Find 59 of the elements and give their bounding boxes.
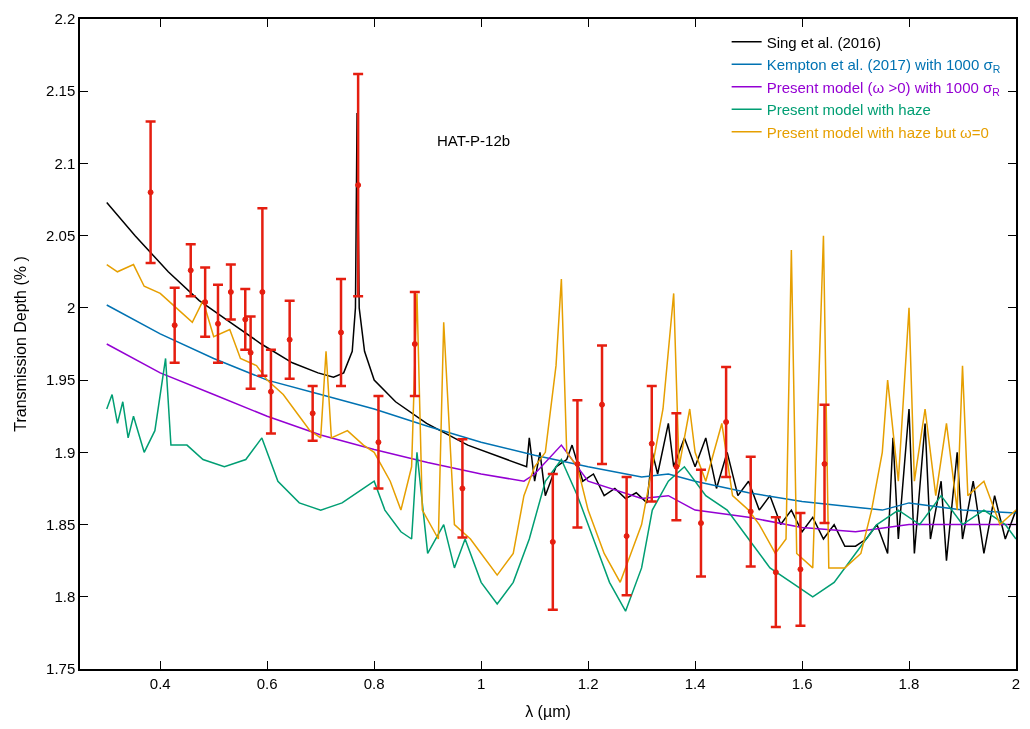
y-tick-label: 2.2 bbox=[54, 10, 76, 28]
x-tick-label: 1.4 bbox=[684, 674, 706, 692]
point bbox=[648, 440, 655, 447]
point bbox=[259, 289, 266, 295]
point bbox=[338, 329, 345, 336]
point bbox=[247, 349, 254, 356]
x-tick-label: 0.6 bbox=[256, 674, 278, 692]
point bbox=[772, 569, 779, 576]
point bbox=[459, 485, 466, 492]
point bbox=[574, 460, 581, 467]
legend-label: Present model with haze but ω=0 bbox=[766, 123, 989, 141]
x-axis-title: λ (µm) bbox=[525, 702, 571, 720]
point bbox=[355, 182, 362, 189]
point bbox=[599, 401, 606, 408]
legend-label: Kempton et al. (2017) with 1000 σ$_{R}$ bbox=[766, 56, 1001, 76]
y-axis-title: Transmission Depth (% ) bbox=[12, 256, 30, 432]
y-tick-label: 1.95 bbox=[46, 371, 76, 389]
y-tick-label: 2.05 bbox=[46, 226, 76, 244]
y-tick-label: 2.1 bbox=[54, 154, 76, 172]
line-series bbox=[105, 357, 1016, 612]
y-tick-label: 1.9 bbox=[54, 443, 76, 461]
point bbox=[242, 316, 249, 323]
x-tick-label: 1 bbox=[476, 674, 486, 692]
point bbox=[187, 267, 194, 274]
point bbox=[411, 341, 418, 347]
point bbox=[797, 566, 804, 573]
legend-label: Present model with haze bbox=[766, 101, 931, 119]
point bbox=[147, 189, 154, 196]
point bbox=[202, 299, 209, 306]
x-tick-label: 1.2 bbox=[577, 674, 599, 692]
point bbox=[227, 289, 234, 295]
point bbox=[549, 538, 556, 545]
y-tick-label: 1.8 bbox=[54, 588, 76, 606]
annotation: HAT-P-12b bbox=[437, 132, 511, 149]
point bbox=[171, 322, 178, 329]
point bbox=[375, 439, 382, 446]
x-tick-label: 1.6 bbox=[791, 674, 813, 692]
point bbox=[673, 463, 680, 470]
x-tick-label: 2 bbox=[1011, 674, 1021, 692]
y-tick-label: 2.15 bbox=[46, 82, 76, 100]
y-tick-label: 2 bbox=[66, 299, 76, 317]
legend-label: Present model (ω >0) with 1000 σ$_{R}$ bbox=[766, 78, 1001, 98]
point bbox=[747, 508, 754, 515]
line-series bbox=[105, 234, 1016, 584]
y-tick-label: 1.85 bbox=[46, 515, 76, 533]
x-tick-label: 0.8 bbox=[363, 674, 385, 692]
point bbox=[623, 533, 630, 540]
x-tick-label: 0.4 bbox=[149, 674, 171, 692]
point bbox=[214, 320, 221, 327]
point bbox=[697, 520, 704, 527]
point bbox=[821, 460, 828, 467]
x-tick-label: 1.8 bbox=[898, 674, 920, 692]
y-tick-label: 1.75 bbox=[46, 660, 76, 678]
legend-label: Sing et al. (2016) bbox=[766, 33, 881, 51]
point bbox=[286, 336, 293, 343]
point bbox=[723, 419, 730, 425]
point bbox=[309, 410, 316, 417]
line-series bbox=[105, 304, 1016, 514]
point bbox=[267, 388, 274, 395]
